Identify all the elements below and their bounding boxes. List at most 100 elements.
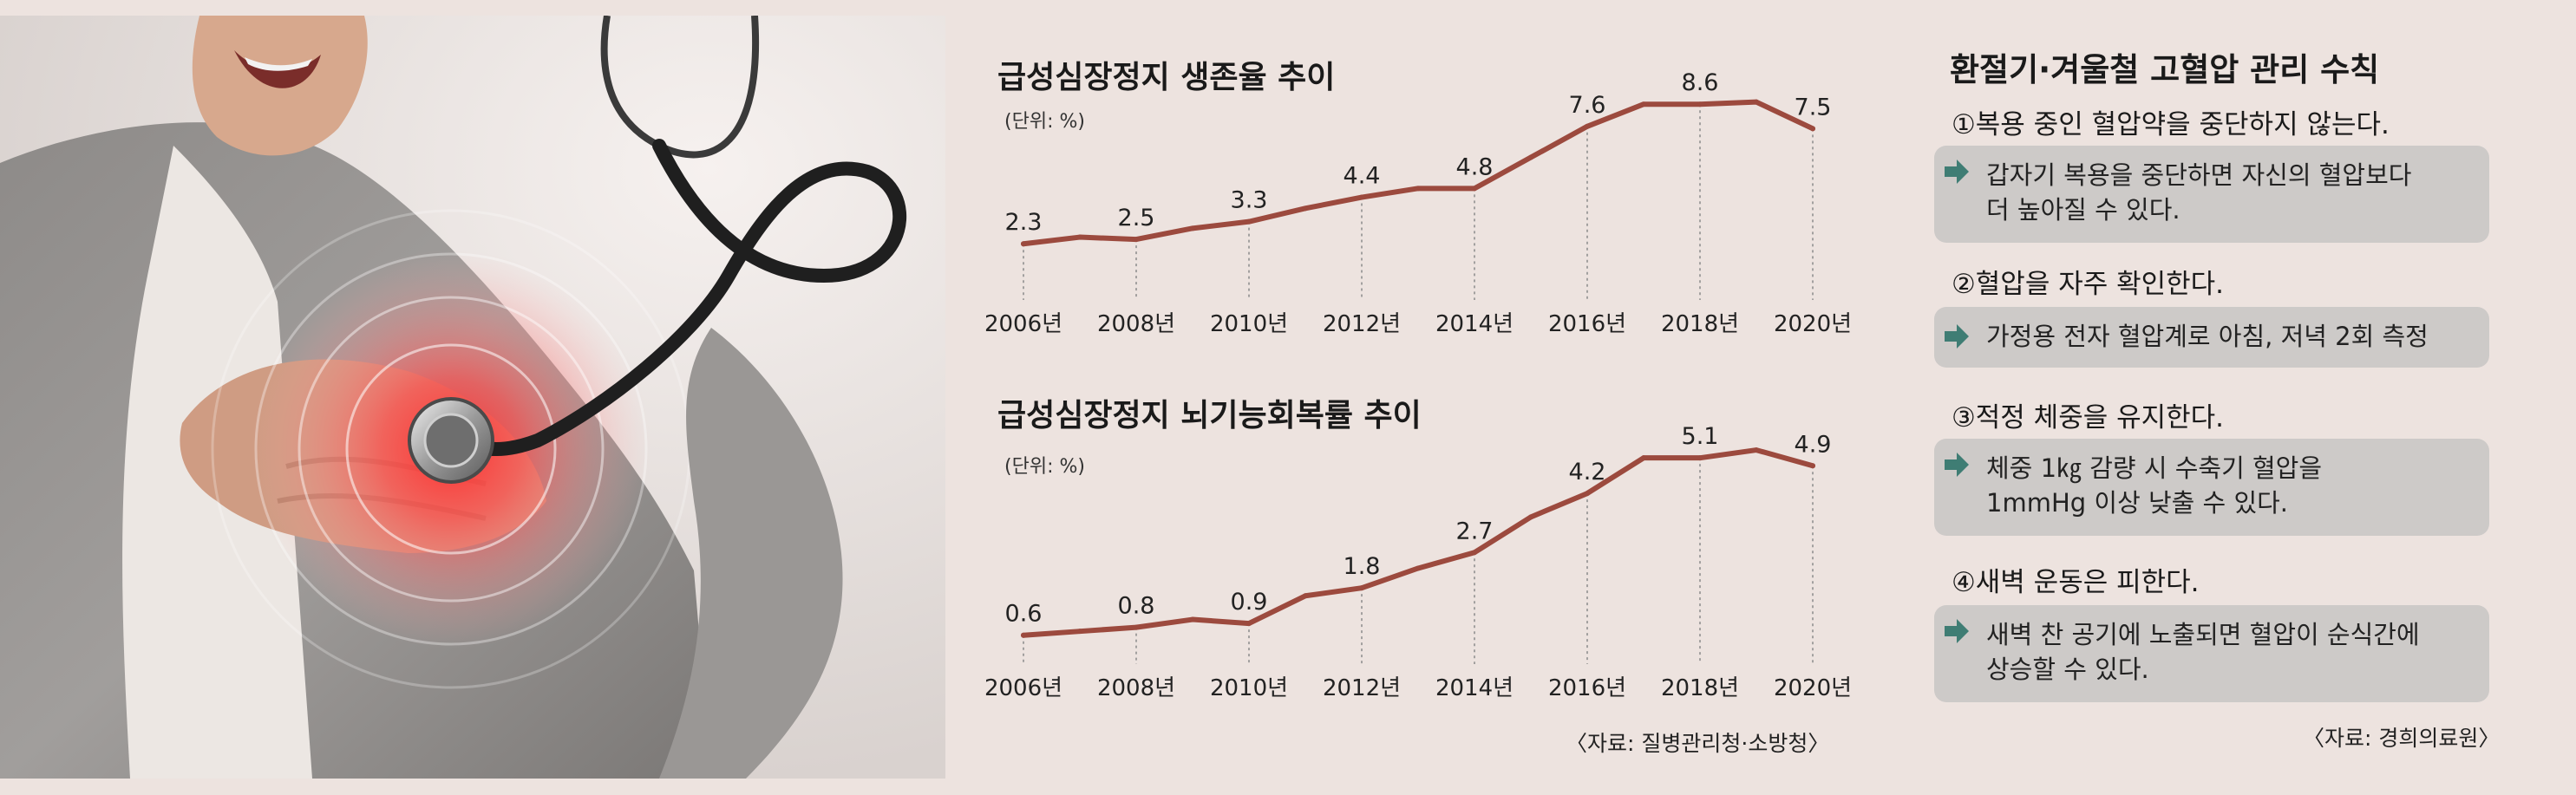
- tick-label: 2006년: [984, 675, 1062, 701]
- data-point: [1415, 565, 1421, 571]
- chart-source: 〈자료: 질병관리청·소방청〉: [1566, 731, 1830, 756]
- survival-rate-plot: 2.3 2.5 3.3 4.4 4.8 7.6 8.6 7.5 2006년 2008년 2010년 2…: [984, 69, 1852, 337]
- tick-label: 2016년: [1548, 311, 1626, 337]
- rule-heading: ④새벽 운동은 피한다.: [1952, 567, 2200, 598]
- data-point: [1472, 550, 1477, 556]
- chart-title: 급성심장정지 뇌기능회복률 추이: [997, 398, 1422, 433]
- tick-label: 2006년: [984, 311, 1062, 337]
- tick-label: 2008년: [1097, 675, 1175, 701]
- rule-heading: ③적정 체중을 유지한다.: [1952, 402, 2225, 433]
- arrow-right-icon: [1945, 619, 1969, 643]
- data-label: 1.8: [1344, 553, 1381, 580]
- data-label: 4.2: [1569, 459, 1606, 485]
- tick-label: 2008년: [1097, 311, 1175, 337]
- rule-text: 갑자기 복용을 중단하면 자신의 혈압보다 더 높아질 수 있다.: [1986, 158, 2472, 227]
- data-point: [1697, 455, 1703, 461]
- data-point: [1528, 154, 1533, 160]
- data-label: 4.9: [1795, 431, 1832, 458]
- data-point: [1359, 585, 1364, 591]
- data-label: 0.9: [1231, 589, 1268, 616]
- data-point: [1528, 514, 1533, 520]
- tick-label: 2018년: [1661, 675, 1739, 701]
- data-label: 2.5: [1118, 205, 1155, 231]
- rule-text-line: 갑자기 복용을 중단하면 자신의 혈압보다: [1986, 160, 2412, 190]
- data-point: [1303, 205, 1308, 212]
- rule-text-line: 1mmHg 이상 낮출 수 있다.: [1986, 488, 2289, 518]
- chart-title: 급성심장정지 생존율 추이: [997, 60, 1336, 95]
- data-label: 2.7: [1456, 518, 1494, 544]
- survival-rate-chart: 급성심장정지 생존율 추이 (단위: %) 2.3 2.5 3.3 4.4 4.8 7.6…: [963, 35, 1873, 381]
- rule-text-line: 새벽 찬 공기에 노출되면 혈압이 순식간에: [1986, 620, 2420, 649]
- data-point: [1246, 218, 1252, 225]
- data-point: [1021, 241, 1026, 247]
- chart-unit: (단위: %): [1004, 456, 1085, 478]
- data-point: [1641, 455, 1646, 461]
- tick-label: 2012년: [1323, 675, 1401, 701]
- data-point: [1359, 194, 1364, 200]
- data-point: [1585, 123, 1590, 129]
- tick-label: 2010년: [1210, 675, 1288, 701]
- tick-label: 2010년: [1210, 311, 1288, 337]
- data-point: [1077, 234, 1082, 240]
- rule-text-line: 가정용 전자 혈압계로 아침, 저녁 2회 측정: [1986, 322, 2429, 351]
- data-point: [1190, 616, 1195, 622]
- tick-label: 2012년: [1323, 311, 1401, 337]
- rule-text-line: 체중 1㎏ 감량 시 수축기 혈압을: [1986, 453, 2323, 483]
- data-point: [1585, 491, 1590, 497]
- tips-title: 환절기·겨울철 고혈압 관리 수칙: [1950, 51, 2380, 88]
- data-point: [1754, 99, 1759, 105]
- rule-heading: ②혈압을 자주 확인한다.: [1952, 269, 2225, 300]
- rule-text: 가정용 전자 혈압계로 아침, 저녁 2회 측정: [1986, 319, 2472, 354]
- arrow-right-icon: [1945, 453, 1969, 477]
- data-label: 4.8: [1456, 153, 1494, 180]
- data-point: [1472, 186, 1477, 192]
- data-label: 8.6: [1682, 69, 1719, 96]
- data-label: 4.4: [1344, 163, 1381, 190]
- data-point: [1134, 624, 1139, 630]
- rule-box: 새벽 찬 공기에 노출되면 혈압이 순식간에 상승할 수 있다.: [1934, 605, 2489, 702]
- data-point: [1641, 101, 1646, 108]
- tips-source: 〈자료: 경희의료원〉: [2303, 726, 2501, 751]
- data-label: 2.3: [1005, 209, 1043, 236]
- data-label: 5.1: [1682, 423, 1719, 450]
- data-label: 7.5: [1795, 94, 1832, 121]
- hypertension-tips-panel: 환절기·겨울철 고혈압 관리 수칙 ①복용 중인 혈압약을 중단하지 않는다. …: [1934, 0, 2559, 795]
- tick-label: 2020년: [1774, 675, 1852, 701]
- data-point: [1021, 632, 1026, 638]
- tick-label: 2020년: [1774, 311, 1852, 337]
- data-point: [1697, 101, 1703, 108]
- brain-recovery-plot: 0.6 0.8 0.9 1.8 2.7 4.2 5.1 4.9 2006년 2008년 2010년 2…: [984, 423, 1852, 701]
- tick-label: 2014년: [1435, 311, 1514, 337]
- data-point: [1077, 629, 1082, 635]
- data-point: [1190, 225, 1195, 231]
- rule-box: 가정용 전자 혈압계로 아침, 저녁 2회 측정: [1934, 307, 2489, 368]
- data-point: [1303, 593, 1308, 599]
- data-point: [1246, 621, 1252, 627]
- arrow-right-icon: [1945, 160, 1969, 184]
- data-label: 7.6: [1569, 92, 1606, 119]
- man-with-stethoscope-image: [0, 16, 945, 779]
- data-label: 0.6: [1005, 601, 1043, 628]
- data-point: [1810, 126, 1815, 132]
- rule-box: 체중 1㎏ 감량 시 수축기 혈압을 1mmHg 이상 낮출 수 있다.: [1934, 439, 2489, 536]
- chest-pain-photo: [0, 16, 945, 779]
- rule-box: 갑자기 복용을 중단하면 자신의 혈압보다 더 높아질 수 있다.: [1934, 146, 2489, 243]
- rule-text-line: 더 높아질 수 있다.: [1986, 195, 2180, 225]
- data-point: [1754, 447, 1759, 453]
- data-label: 0.8: [1118, 593, 1155, 620]
- data-point: [1134, 237, 1139, 243]
- tick-label: 2018년: [1661, 311, 1739, 337]
- arrow-right-icon: [1945, 324, 1969, 349]
- chart-unit: (단위: %): [1004, 111, 1085, 133]
- tick-label: 2014년: [1435, 675, 1514, 701]
- rule-text: 체중 1㎏ 감량 시 수축기 혈압을 1mmHg 이상 낮출 수 있다.: [1986, 451, 2472, 520]
- data-point: [1415, 186, 1421, 192]
- brain-recovery-chart: 급성심장정지 뇌기능회복률 추이 (단위: %) 0.6 0.8 0.9 1.8 2.7…: [963, 390, 1873, 737]
- rule-text: 새벽 찬 공기에 노출되면 혈압이 순식간에 상승할 수 있다.: [1986, 617, 2472, 687]
- data-point: [1810, 463, 1815, 469]
- data-label: 3.3: [1231, 187, 1268, 214]
- tick-label: 2016년: [1548, 675, 1626, 701]
- rule-text-line: 상승할 수 있다.: [1986, 655, 2149, 684]
- rule-heading: ①복용 중인 혈압약을 중단하지 않는다.: [1952, 109, 2390, 140]
